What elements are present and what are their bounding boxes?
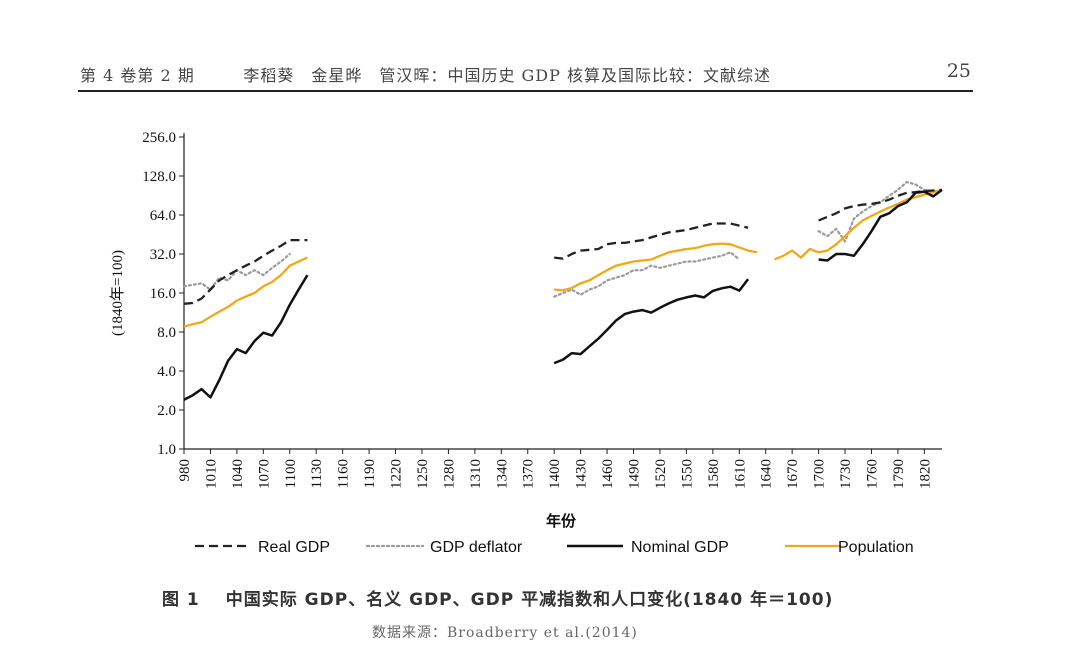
- y-tick-label: 256.0: [142, 130, 176, 146]
- x-tick-label: 1550: [679, 459, 695, 489]
- x-tick-label: 1520: [653, 459, 669, 489]
- x-tick-label: 1580: [706, 459, 722, 489]
- x-tick-label: 1460: [600, 459, 616, 489]
- x-tick-label: 1340: [494, 459, 510, 489]
- x-tick-label: 980: [177, 459, 193, 482]
- y-tick-label: 64.0: [150, 208, 176, 224]
- header-authors: 李稻葵 金星晔 管汉晖: [243, 66, 431, 85]
- series-line-gdp-deflator: [553, 251, 741, 298]
- axes-layer: 1.0 2.0 4.0 8.0 16.0 32.0 64.0 128.0 256.0 980 101…: [109, 130, 942, 530]
- page-header: 第 4 卷第 2 期 李稻葵 金星晔 管汉晖：中国历史 GDP 核算及国际比较：…: [78, 58, 973, 92]
- legend: Real GDP GDP deflator Nominal GDP Populatio…: [195, 539, 914, 556]
- data-source: 数据来源：Broadberry et al.(2014): [372, 625, 638, 641]
- x-tick-label: 1760: [864, 459, 880, 489]
- series-nominal-gdp: [183, 188, 943, 401]
- figure-caption: 图 1 中国实际 GDP、名义 GDP、GDP 平减指数和人口变化(1840 年＝…: [162, 585, 833, 610]
- x-tick-label: 1310: [468, 459, 484, 489]
- legend-item-nominal-gdp: Nominal GDP: [567, 539, 729, 556]
- x-tick-label: 1100: [283, 459, 299, 488]
- legend-item-population: Population: [785, 539, 914, 556]
- series-line-population: [554, 242, 758, 292]
- legend-label: GDP deflator: [430, 539, 523, 556]
- x-tick-label: 1280: [441, 459, 457, 489]
- y-tick-label: 4.0: [157, 364, 176, 380]
- legend-item-real-gdp: Real GDP: [195, 539, 330, 556]
- x-tick-label: 1250: [415, 459, 431, 489]
- series-line-nominal-gdp: [818, 188, 943, 262]
- x-tick-label: 1670: [785, 459, 801, 489]
- x-tick-label: 1190: [362, 459, 378, 488]
- y-tick-label: 128.0: [142, 169, 176, 185]
- page-number: 25: [946, 60, 971, 82]
- legend-item-gdp-deflator: GDP deflator: [365, 539, 523, 556]
- x-tick-label: 1370: [521, 459, 537, 489]
- series-line-real-gdp: [183, 238, 308, 305]
- series-population: [183, 188, 943, 328]
- x-tick-label: 1730: [838, 459, 854, 489]
- series-line-population: [183, 256, 308, 328]
- series-line-real-gdp: [818, 188, 943, 222]
- y-tick-label: 1.0: [157, 442, 176, 458]
- x-tick-label: 1430: [574, 459, 590, 489]
- x-tick-label: 1010: [203, 459, 219, 489]
- x-tick-label: 1040: [230, 459, 246, 489]
- x-tick-label: 1160: [336, 459, 352, 488]
- figure-label: 图 1: [162, 590, 200, 610]
- y-axis-title: (1840年=100): [109, 250, 126, 336]
- y-tick-label: 32.0: [150, 247, 176, 263]
- header-running-title: 第 4 卷第 2 期 李稻葵 金星晔 管汉晖：中国历史 GDP 核算及国际比较：…: [80, 66, 771, 85]
- x-axis-title: 年份: [546, 512, 577, 530]
- series-line-gdp-deflator: [182, 252, 291, 291]
- y-tick-label: 16.0: [150, 286, 176, 302]
- x-tick-label: 1130: [309, 459, 325, 488]
- x-tick-label: 1700: [812, 459, 828, 489]
- x-tick-label: 1820: [917, 459, 933, 489]
- x-tick-label: 1070: [256, 459, 272, 489]
- series-line-nominal-gdp: [183, 274, 309, 401]
- x-tick-label: 1220: [389, 459, 405, 489]
- line-chart: 1.0 2.0 4.0 8.0 16.0 32.0 64.0 128.0 256.0 980 101…: [109, 130, 944, 556]
- x-tick-label: 1610: [732, 459, 748, 489]
- series-line-real-gdp: [554, 222, 749, 260]
- x-tick-label: 1490: [627, 459, 643, 489]
- figure-caption-text: 中国实际 GDP、名义 GDP、GDP 平减指数和人口变化(1840 年＝100…: [225, 590, 834, 610]
- legend-label: Population: [838, 539, 914, 556]
- x-tick-label: 1400: [547, 459, 563, 489]
- series-layer: [182, 180, 944, 401]
- series-line-population: [774, 188, 943, 261]
- legend-label: Real GDP: [258, 539, 330, 556]
- legend-label: Nominal GDP: [631, 539, 729, 556]
- x-tick-label: 1790: [891, 459, 907, 489]
- y-tick-label: 8.0: [157, 325, 176, 341]
- series-real-gdp: [183, 188, 943, 305]
- x-tick-label: 1640: [759, 459, 775, 489]
- header-issue: 第 4 卷第 2 期: [80, 66, 195, 85]
- series-line-nominal-gdp: [553, 278, 750, 365]
- header-title: 中国历史 GDP 核算及国际比较：文献综述: [447, 66, 771, 85]
- y-tick-label: 2.0: [157, 403, 176, 419]
